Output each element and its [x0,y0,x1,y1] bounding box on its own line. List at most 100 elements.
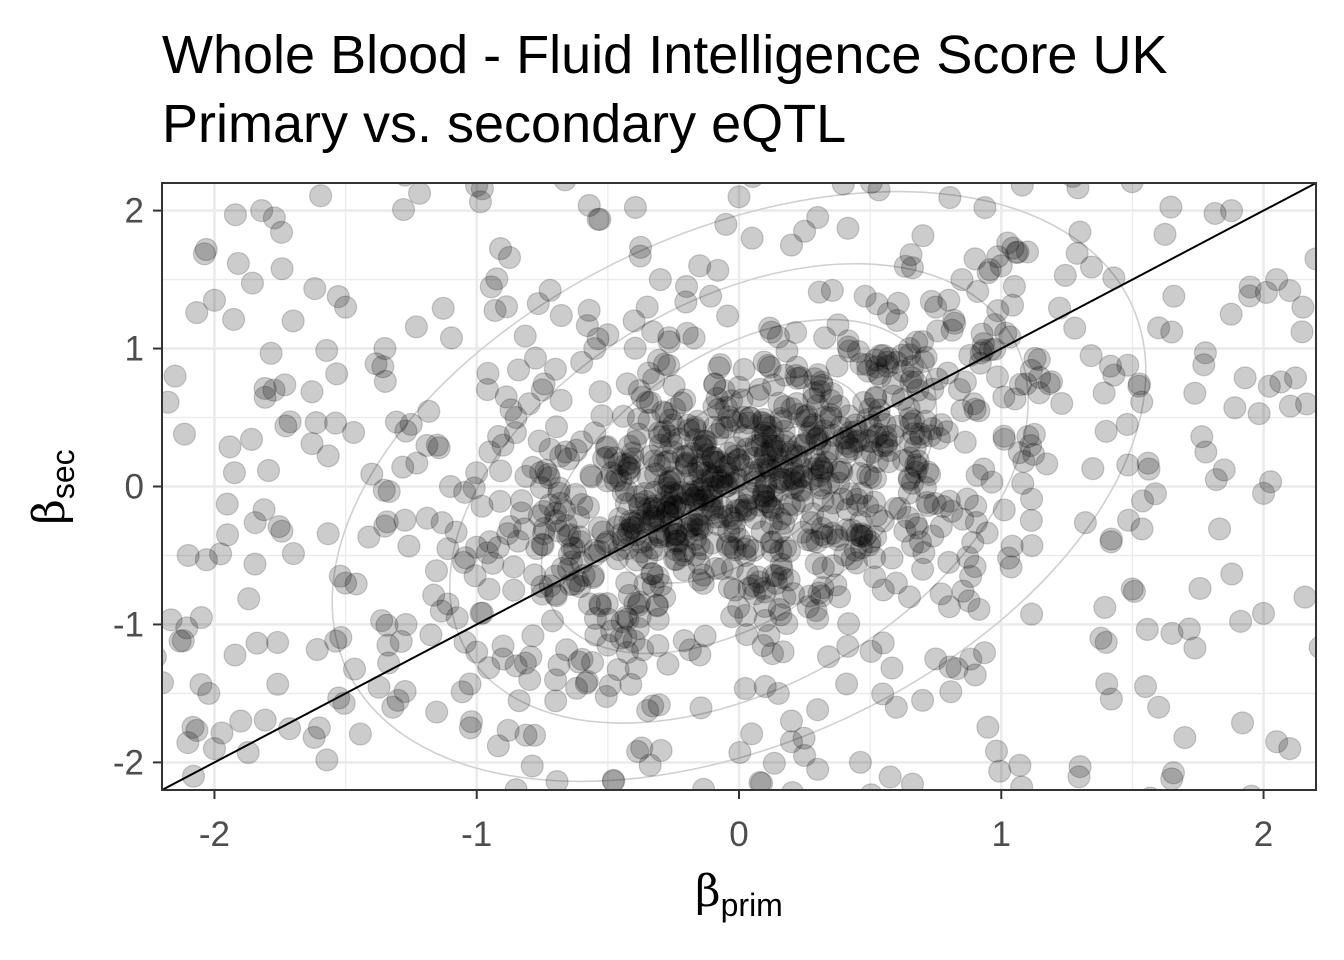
data-point [499,398,523,422]
data-point [577,592,601,616]
data-point [544,689,568,713]
data-point [856,463,880,487]
data-point [676,482,700,506]
data-point [596,607,620,631]
data-point [729,498,753,522]
data-point [530,378,554,402]
data-point [527,504,551,528]
data-point [750,520,774,544]
data-point [705,386,729,410]
data-point [569,430,594,454]
data-point [693,434,717,458]
data-point [1012,449,1036,474]
data-point [579,463,603,487]
data-point [506,529,530,553]
data-point [1230,711,1255,735]
data-point [465,640,489,664]
data-point [834,432,858,456]
data-point [628,235,653,259]
data-point [653,450,677,474]
data-point [1006,240,1030,264]
data-point [607,451,631,476]
data-point [436,537,460,561]
data-point [325,362,349,386]
data-point [497,245,522,270]
data-point [873,412,897,437]
data-point [1147,695,1171,719]
data-point [419,623,443,647]
data-point [764,571,789,595]
data-point [856,359,880,383]
data-point [720,389,744,413]
data-point [665,531,689,556]
data-point [856,429,880,453]
data-point [723,538,747,562]
data-point [384,410,409,434]
data-point [826,313,850,337]
data-point [923,491,947,516]
data-point [658,408,683,432]
data-point [700,476,724,500]
data-point [742,582,767,606]
data-point [868,365,892,389]
data-point [792,219,817,243]
data-point [773,429,798,454]
data-point [830,460,854,484]
data-point [300,380,324,404]
data-point [1094,630,1118,654]
data-point [1160,320,1184,344]
data-point [904,453,928,477]
data-point [543,668,568,692]
data-point [680,462,705,486]
data-point [877,301,901,326]
data-point [357,525,381,549]
data-point [647,693,671,717]
data-point [536,462,560,487]
data-point [617,518,642,542]
data-point [771,640,795,664]
data-point [1067,765,1091,789]
data-point [1160,621,1184,645]
data-point [899,370,923,394]
data-point [595,469,619,493]
data-point [606,657,630,682]
data-point [600,619,624,643]
data-point [660,481,684,505]
data-point [730,388,754,412]
data-point [1194,440,1218,464]
data-point [559,550,584,574]
data-point [371,355,395,379]
data-point [594,436,618,460]
data-point [513,651,537,675]
data-point [753,413,777,438]
data-point [976,261,1000,285]
data-point [860,440,884,464]
data-point [669,391,694,415]
data-point [445,606,469,630]
data-point [629,540,653,564]
x-axis-ticks: -2 -1 0 1 2 [199,790,1273,854]
data-point [647,453,672,477]
data-point [956,545,980,569]
data-point [792,726,816,750]
data-point [512,517,537,541]
data-point [862,545,887,570]
data-point [452,550,476,574]
data-point [686,512,710,536]
data-point [769,406,793,431]
x-axis-subscript: prim [721,887,783,923]
data-point [1228,609,1253,633]
data-point [785,366,809,390]
data-point [1000,293,1025,317]
data-point [534,458,558,482]
data-point [278,410,302,434]
data-point [581,565,605,590]
data-point [309,184,333,208]
data-point [678,638,702,662]
data-point [807,464,831,488]
data-point [821,554,845,578]
data-point [846,339,871,364]
data-point [915,490,939,515]
data-point [486,424,511,449]
data-point [569,530,593,554]
